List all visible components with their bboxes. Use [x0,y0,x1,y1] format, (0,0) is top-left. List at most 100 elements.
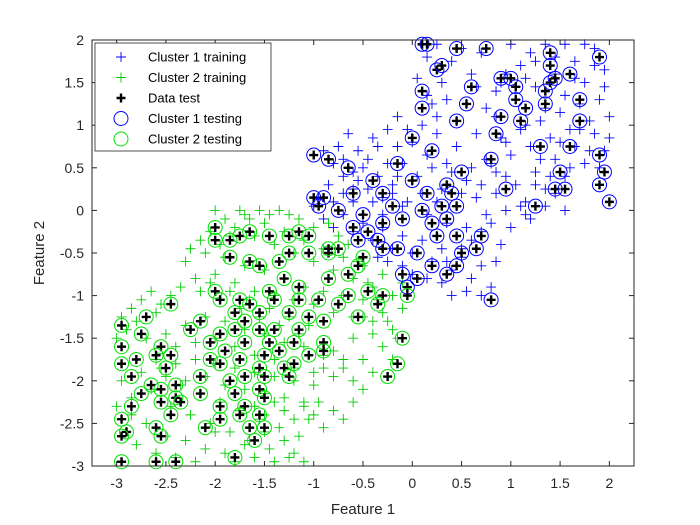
cluster1-training-point [392,141,403,152]
cluster1-training-point [476,290,487,301]
test-point [476,231,486,241]
cluster2-testing-circle [301,309,317,325]
test-point [240,316,250,326]
cluster2-testing-circle [114,339,130,355]
cluster2-training-point [279,392,290,403]
cluster2-training-point [160,328,171,339]
cluster1-training-point [530,167,541,178]
cluster1-training-point [491,256,502,267]
test-point [535,142,545,151]
cluster2-testing-circle [168,390,184,406]
cluster2-training-point [264,209,275,220]
test-point [442,214,452,224]
test-point [417,103,427,113]
cluster2-testing-circle [286,334,302,350]
cluster1-testing-circle [424,215,440,231]
cluster2-testing-circle [158,360,174,376]
test-point [466,82,476,92]
cluster2-training-point [180,256,191,267]
cluster2-testing-circle [128,352,144,367]
test-point [166,410,176,420]
test-point [437,61,447,71]
cluster1-training-point [417,120,428,131]
cluster1-training-point [318,213,329,224]
cluster2-testing-circle [153,381,169,397]
cluster2-training-point [190,273,201,284]
test-point [117,457,127,467]
test-point [422,188,432,198]
test-point [200,423,210,433]
cluster2-testing-circle [316,343,332,359]
cluster2-training-point [308,380,319,391]
x-tick-label: 2 [605,475,613,491]
cluster2-training-point [397,303,408,314]
test-point [407,176,417,186]
cluster1-testing-circle [316,190,332,206]
test-point [279,274,289,284]
test-point [595,180,605,190]
cluster1-testing-circle [592,177,608,193]
legend-label: Cluster 1 testing [148,111,242,126]
test-point [235,410,245,420]
cluster1-training-point [579,158,590,169]
test-point [392,244,402,254]
legend-entry: Cluster 2 training [116,70,246,85]
test-point [373,299,383,309]
cluster1-training-point [402,196,413,207]
cluster2-testing-circle [242,420,258,436]
cluster1-training-point [486,218,497,229]
cluster1-testing-circle [311,198,327,214]
cluster2-training-point [298,456,309,467]
cluster1-testing-circle [562,139,578,154]
cluster1-testing-circle [592,49,608,65]
cluster1-training-point [323,179,334,190]
cluster2-testing-circle [256,347,272,363]
test-point [516,116,526,126]
cluster2-training-point [116,311,127,322]
cluster1-testing-circle [306,147,322,163]
cluster2-training-point [151,448,162,459]
test-point [294,295,304,305]
cluster1-training-point [495,239,506,250]
test-point [333,205,343,215]
cluster1-testing-circle [572,92,588,108]
cluster1-testing-circle [434,58,450,74]
cluster2-testing-circle [222,249,238,265]
test-point [388,201,398,211]
cluster2-testing-circle [256,420,272,436]
test-point [264,337,274,347]
test-point [146,380,156,390]
cluster2-testing-circle [114,356,130,372]
test-point [319,316,329,326]
test-point [314,295,324,305]
cluster2-testing-circle [153,428,169,444]
cluster2-testing-circle [133,386,149,402]
cluster2-training-point [180,435,191,446]
cluster1-testing-circle [532,139,548,154]
cluster2-testing-circle [340,288,356,304]
cluster1-training-point [372,141,383,152]
cluster2-testing-circle [153,339,169,355]
test-point [397,333,407,343]
cluster2-testing-circle [247,432,263,448]
cluster1-testing-circle [552,164,568,180]
cluster2-training-point [269,456,280,467]
test-point [417,86,427,96]
cluster1-training-point [515,124,526,135]
cluster2-testing-circle [148,420,164,436]
test-point [131,355,141,364]
cluster1-training-point [535,115,546,126]
cluster2-training-point [175,282,186,293]
cluster1-testing-circle [370,232,386,248]
cluster1-testing-circle [439,211,455,227]
cluster1-testing-circle [394,266,410,282]
cluster2-testing-circle [276,360,292,376]
test-point [259,423,269,433]
cluster2-training-point [229,277,240,288]
test-point [392,359,402,369]
cluster2-training-point [377,269,388,280]
cluster2-testing-circle [207,283,223,299]
cluster1-training-point [555,107,566,118]
test-point [156,431,166,441]
test-point [235,295,245,305]
